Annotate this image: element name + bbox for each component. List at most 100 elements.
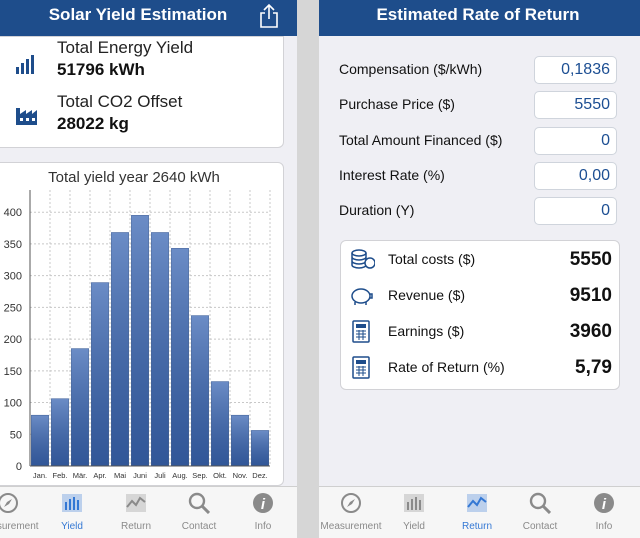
tab-icon <box>62 494 82 512</box>
tab-icon: i <box>594 493 614 513</box>
bar-shade <box>171 248 189 466</box>
tab-icon: i <box>253 493 273 513</box>
y-tick-label: 300 <box>4 271 22 283</box>
tab-label[interactable]: Yield <box>61 521 83 532</box>
result-value: 9510 <box>569 285 612 306</box>
bar-shade <box>231 415 249 466</box>
tab-bar: Measurement Yield Return Contact i Info <box>0 486 297 538</box>
tab-label[interactable]: Info <box>595 521 613 532</box>
tab-0[interactable] <box>340 492 362 519</box>
y-tick-label: 50 <box>10 429 22 441</box>
result-icon <box>349 284 375 313</box>
y-tick-label: 150 <box>4 366 22 378</box>
tab-2[interactable] <box>466 492 488 519</box>
summary-card <box>0 36 284 148</box>
tab-1[interactable] <box>403 492 425 519</box>
bar-shade <box>31 415 49 466</box>
form-input[interactable]: 0 <box>534 126 617 155</box>
tab-2[interactable] <box>125 492 147 519</box>
form-input[interactable]: 0 <box>534 197 617 226</box>
summary-label: Total Energy Yield <box>57 38 194 57</box>
x-tick-label: Mai <box>114 471 126 480</box>
header: Solar Yield Estimation <box>0 0 297 36</box>
tab-icon <box>341 493 361 513</box>
tab-0[interactable] <box>0 492 19 519</box>
chart-title: Total yield year 2640 kWh <box>48 169 220 186</box>
chart: Total yield year 2640 kWh 0 50 100 150 200 25… <box>4 169 271 480</box>
result-icon <box>349 248 376 277</box>
share-button[interactable] <box>258 3 280 29</box>
icon <box>352 356 370 379</box>
bar-shade <box>191 315 209 466</box>
y-tick-label: 400 <box>4 207 22 219</box>
tab-label[interactable]: Measurement <box>320 521 382 532</box>
tab-label[interactable]: Yield <box>403 521 425 532</box>
tab-icon <box>404 494 424 512</box>
result-value: 3960 <box>569 321 612 342</box>
summary-label: Total CO2 Offset <box>57 92 183 111</box>
tab-label[interactable]: Return <box>461 521 492 532</box>
result-label: Revenue ($) <box>388 287 466 303</box>
result-value: 5,79 <box>575 357 612 378</box>
bar-shade <box>151 232 169 466</box>
result-icon <box>349 356 375 385</box>
form-input[interactable]: 0,1836 <box>534 56 617 84</box>
result-label: Total costs ($) <box>388 251 476 267</box>
tab-icon <box>0 493 18 513</box>
tab-label[interactable]: Contact <box>181 521 217 532</box>
bar-shade <box>111 232 129 466</box>
yield-icon <box>16 55 34 74</box>
bar-shade <box>91 282 109 466</box>
summary-value: 28022 kg <box>57 114 129 133</box>
x-tick-label: Okt. <box>213 471 227 480</box>
tab-3[interactable] <box>188 492 211 519</box>
tab-icon <box>188 492 211 515</box>
bar-shade <box>211 381 229 466</box>
x-tick-label: Apr. <box>93 471 106 480</box>
form-label: Total Amount Financed ($) <box>339 131 503 148</box>
icon <box>351 288 373 305</box>
tab-label[interactable]: Info <box>254 521 272 532</box>
tab-3[interactable] <box>529 492 552 519</box>
tab-label[interactable]: Contact <box>522 521 558 532</box>
x-tick-label: Jan. <box>33 471 47 480</box>
header-title: Solar Yield Estimation <box>48 5 228 24</box>
results-card <box>340 240 620 390</box>
x-tick-label: Feb. <box>52 471 67 480</box>
header-title: Estimated Rate of Return <box>376 5 580 24</box>
tab-label[interactable]: Return <box>120 521 151 532</box>
tab-label[interactable]: Measurement <box>0 521 39 532</box>
tab-4[interactable]: i <box>593 492 615 519</box>
tab-1[interactable] <box>61 492 83 519</box>
tab-icon <box>467 494 487 512</box>
form-label: Duration (Y) <box>339 202 415 219</box>
x-tick-label: Juli <box>154 471 166 480</box>
y-tick-label: 0 <box>16 461 22 473</box>
x-tick-label: Sep. <box>192 471 207 480</box>
result-value: 5550 <box>569 249 612 270</box>
result-label: Rate of Return (%) <box>388 359 505 375</box>
header: Estimated Rate of Return <box>319 0 640 36</box>
y-tick-label: 250 <box>4 302 22 314</box>
x-tick-label: Nov. <box>233 471 248 480</box>
icon <box>351 249 376 269</box>
form-label: Interest Rate (%) <box>339 166 445 183</box>
bar-shade <box>131 215 149 466</box>
tab-icon <box>126 494 146 512</box>
tab-4[interactable]: i <box>252 492 274 519</box>
form-label: Purchase Price ($) <box>339 96 455 113</box>
form-input[interactable]: 0,00 <box>534 161 617 190</box>
y-tick-label: 350 <box>4 239 22 251</box>
result-label: Earnings ($) <box>388 323 465 339</box>
bar-shade <box>51 398 69 466</box>
y-tick-label: 100 <box>4 398 22 410</box>
form-input[interactable]: 5550 <box>534 91 617 120</box>
y-tick-label: 200 <box>4 334 22 346</box>
x-tick-label: Juni <box>133 471 147 480</box>
result-icon <box>349 320 375 349</box>
left-screen: Solar Yield Estimation Total Energy Yiel… <box>0 0 297 538</box>
svg-text:i: i <box>602 496 607 513</box>
bar-shade <box>251 430 269 466</box>
bar-shade <box>71 348 89 466</box>
